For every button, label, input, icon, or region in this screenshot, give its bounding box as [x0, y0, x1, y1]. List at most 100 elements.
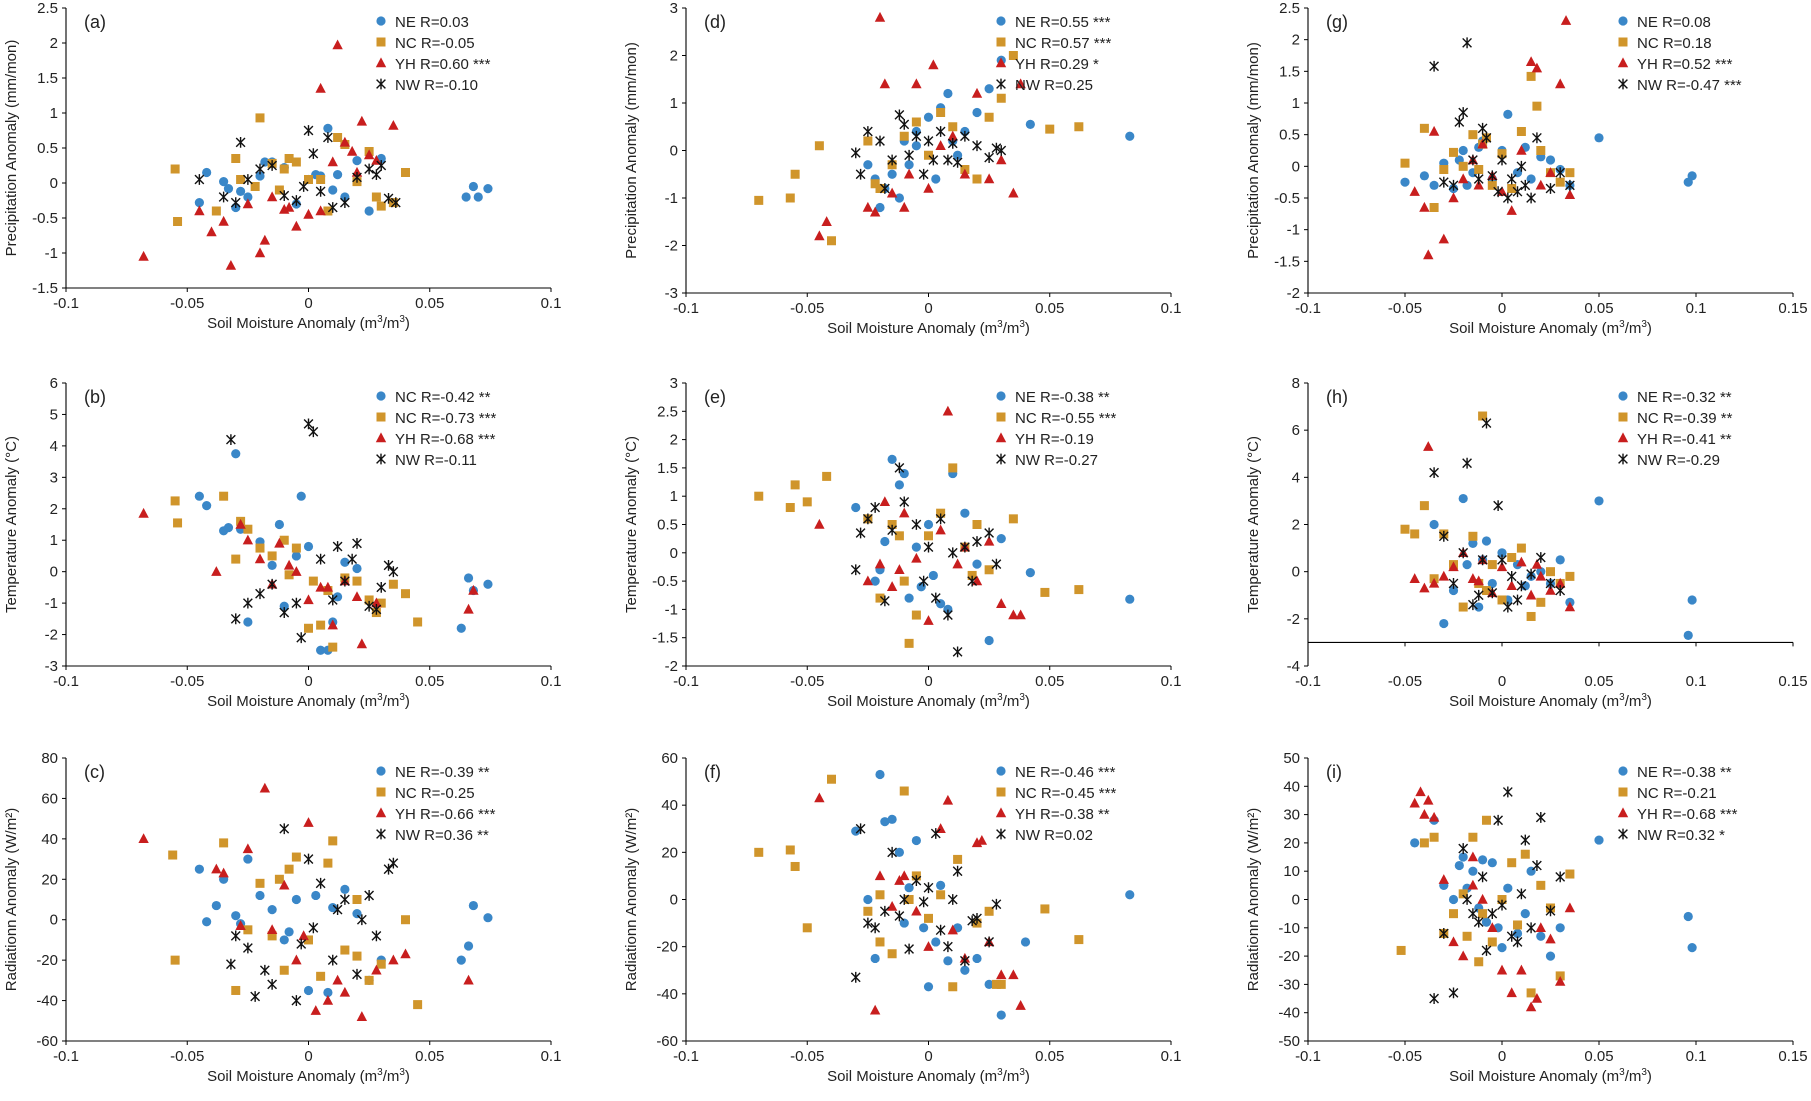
x-tick-label: -0.05	[790, 1048, 824, 1065]
scatter-point	[887, 846, 898, 858]
legend-label: NE R=0.08	[1637, 14, 1711, 31]
scatter-point	[303, 594, 314, 605]
scatter-point	[323, 123, 333, 133]
scatter-point	[351, 591, 363, 602]
legend-item: NW R=-0.47 ***	[1618, 77, 1742, 94]
scatter-point	[984, 635, 994, 646]
scatter-point	[339, 197, 350, 208]
scatter-point	[996, 598, 1007, 608]
x-axis-title-part: )	[405, 1068, 410, 1085]
scatter-point	[996, 979, 1006, 989]
legend-label: NC R=-0.55 ***	[1015, 410, 1116, 427]
scatter-point	[323, 206, 333, 216]
scatter-point	[899, 201, 910, 212]
x-tick-label: 0.15	[1778, 673, 1807, 690]
legend-label: YH R=-0.66 ***	[395, 806, 496, 823]
scatter-point	[942, 405, 954, 416]
scatter-point	[1506, 205, 1517, 215]
scatter-point	[230, 613, 241, 625]
scatter-point	[879, 595, 890, 607]
scatter-point	[346, 145, 358, 156]
scatter-point	[315, 553, 326, 565]
scatter-point	[352, 895, 362, 904]
legend-item: YH R=0.29 *	[995, 56, 1099, 73]
scatter-point	[1531, 992, 1543, 1003]
scatter-point	[1520, 834, 1531, 846]
scatter-point	[1503, 883, 1513, 893]
scatter-point	[948, 982, 958, 992]
scatter-point	[211, 206, 221, 216]
legend-label: NC R=-0.05	[395, 35, 475, 52]
scatter-point	[1400, 177, 1410, 187]
scatter-point	[855, 168, 866, 180]
x-tick-label: 0	[924, 300, 932, 317]
y-tick-label: 30	[1283, 807, 1300, 824]
panel-label: (i)	[1326, 762, 1342, 782]
x-axis-title-sup: 3	[997, 692, 1003, 703]
scatter-point	[218, 867, 229, 878]
scatter-point	[1410, 838, 1420, 848]
scatter-point	[1503, 109, 1513, 119]
scatter-point	[1477, 122, 1488, 134]
legend-item: YH R=-0.66 ***	[375, 806, 496, 823]
scatter-point	[911, 117, 921, 127]
scatter-point	[928, 570, 938, 581]
scatter-point	[254, 247, 266, 258]
scatter-point	[1497, 554, 1507, 566]
scatter-point	[931, 174, 941, 184]
scatter-point	[1462, 931, 1472, 941]
y-tick-label: -2	[1287, 611, 1300, 628]
scatter-point	[1487, 587, 1498, 599]
scatter-point	[303, 985, 314, 996]
y-tick-label: 1.5	[37, 70, 58, 87]
x-axis-title-sup: 3	[377, 1067, 383, 1078]
scatter-point	[862, 201, 874, 212]
panel-b: -3 -2 -1 0 1 2 3 4 5 6 -0.1 -0.05 0 0.05 0.1 Soil Moist…	[3, 375, 561, 710]
scatter-point	[1481, 945, 1492, 956]
y-tick-label: 10	[1283, 863, 1300, 880]
legend-label: NW R=-0.27	[1015, 452, 1098, 469]
scatter-point	[1462, 894, 1472, 905]
x-tick-label: 0.15	[1778, 300, 1807, 317]
scatter-point	[235, 137, 246, 148]
scatter-point	[996, 1010, 1006, 1020]
scatter-point	[315, 186, 326, 197]
scatter-point	[1531, 558, 1543, 569]
scatter-point	[340, 945, 350, 955]
scatter-point	[1535, 552, 1546, 563]
scatter-point	[364, 163, 375, 175]
legend-label: NC R=-0.42 **	[395, 389, 491, 406]
scatter-point	[1496, 964, 1508, 975]
scatter-point	[952, 865, 963, 877]
scatter-point	[1474, 957, 1484, 967]
scatter-point	[1594, 496, 1604, 506]
scatter-point	[879, 183, 890, 194]
scatter-point	[855, 527, 866, 539]
scatter-point	[790, 861, 800, 871]
scatter-point	[863, 894, 873, 905]
scatter-point	[243, 925, 253, 935]
scatter-point	[194, 491, 204, 501]
scatter-point	[1449, 909, 1458, 919]
scatter-point	[870, 576, 880, 586]
legend-item: YH R=-0.68 ***	[375, 431, 496, 448]
scatter-point	[323, 858, 333, 868]
scatter-point	[1458, 161, 1468, 171]
scatter-point	[363, 149, 375, 160]
scatter-point	[303, 208, 314, 219]
scatter-point	[304, 623, 313, 633]
scatter-point	[259, 964, 270, 976]
scatter-point	[1618, 78, 1628, 90]
x-axis-title-sup: 3	[1641, 319, 1647, 330]
scatter-point	[279, 965, 289, 975]
scatter-point	[388, 857, 399, 869]
scatter-point	[333, 170, 343, 180]
scatter-point	[851, 502, 861, 513]
legend-item: NC R=-0.73 ***	[376, 410, 496, 427]
y-tick-label: 2	[50, 35, 58, 52]
scatter-point	[279, 164, 289, 174]
scatter-point	[1419, 838, 1429, 848]
scatter-point	[991, 979, 1001, 989]
scatter-point	[231, 554, 241, 564]
